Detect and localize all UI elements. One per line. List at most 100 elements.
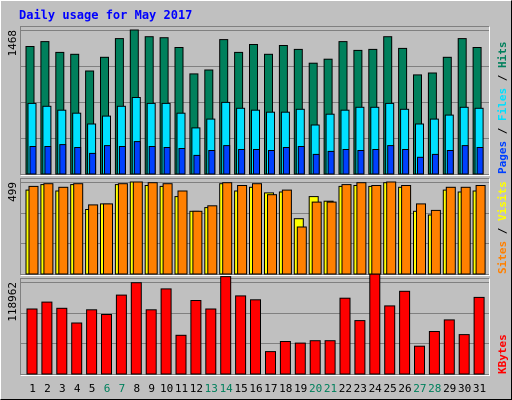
bar-pages-day-14 bbox=[223, 145, 231, 175]
bar-kbytes-day-22 bbox=[339, 297, 351, 375]
bar-sites-day-4 bbox=[73, 183, 84, 275]
legend-kbytes: KBytes bbox=[496, 334, 509, 374]
bar-sites-day-8 bbox=[132, 181, 143, 275]
x-tick-label-day-20: 20 bbox=[309, 382, 322, 395]
bar-kbytes-day-16 bbox=[250, 299, 261, 375]
x-tick-label-day-16: 16 bbox=[249, 382, 262, 395]
x-tick-label-day-5: 5 bbox=[89, 382, 96, 395]
bar-sites-day-20 bbox=[311, 201, 322, 275]
bar-kbytes-day-29 bbox=[443, 319, 455, 375]
bar-sites-day-5 bbox=[88, 204, 99, 275]
bar-pages-day-24 bbox=[372, 149, 380, 175]
bar-pages-day-13 bbox=[208, 150, 216, 175]
x-tick-label-day-25: 25 bbox=[383, 382, 396, 395]
bar-pages-day-15 bbox=[238, 149, 246, 175]
bar-pages-day-26 bbox=[402, 149, 410, 175]
bar-sites-day-3 bbox=[58, 186, 69, 275]
bar-sites-day-9 bbox=[147, 182, 158, 275]
bar-pages-day-30 bbox=[461, 145, 469, 175]
bar-pages-day-7 bbox=[118, 146, 126, 175]
bar-kbytes-day-21 bbox=[324, 340, 336, 375]
legend-entry-files: Files bbox=[496, 88, 509, 121]
x-tick-label-day-26: 26 bbox=[398, 382, 411, 395]
bar-kbytes-day-3 bbox=[56, 307, 68, 375]
x-tick-label-day-17: 17 bbox=[264, 382, 277, 395]
legend-entry-kbytes: KBytes bbox=[496, 334, 509, 374]
bar-sites-day-15 bbox=[237, 185, 248, 275]
y-max-label: 499 bbox=[6, 182, 19, 202]
x-tick-label-day-21: 21 bbox=[324, 382, 337, 395]
bar-sites-day-10 bbox=[162, 183, 173, 275]
bar-kbytes-day-2 bbox=[41, 301, 53, 375]
x-tick-label-day-30: 30 bbox=[458, 382, 471, 395]
bar-sites-day-29 bbox=[445, 186, 456, 275]
bar-kbytes-day-30 bbox=[458, 334, 470, 375]
bar-pages-day-28 bbox=[431, 153, 439, 175]
chart-title: Daily usage for May 2017 bbox=[19, 8, 192, 22]
bar-kbytes-day-18 bbox=[279, 341, 291, 375]
x-tick-label-day-9: 9 bbox=[148, 382, 155, 395]
bar-pages-day-11 bbox=[178, 148, 186, 175]
bar-kbytes-day-28 bbox=[428, 331, 440, 375]
bar-pages-day-17 bbox=[268, 150, 275, 175]
bar-pages-day-23 bbox=[357, 150, 365, 175]
x-tick-label-day-31: 31 bbox=[473, 382, 486, 395]
legend-entry-sites: Sites bbox=[496, 241, 509, 274]
x-tick-label-day-22: 22 bbox=[339, 382, 352, 395]
bar-pages-day-18 bbox=[282, 147, 290, 175]
bar-pages-day-20 bbox=[312, 153, 320, 175]
bar-sites-day-13 bbox=[207, 205, 218, 275]
x-tick-label-day-8: 8 bbox=[133, 382, 140, 395]
bar-sites-day-31 bbox=[475, 185, 486, 275]
bar-pages-day-1 bbox=[29, 146, 37, 175]
bar-sites-day-27 bbox=[416, 203, 426, 275]
legend-separator: / bbox=[496, 221, 509, 241]
bar-sites-day-22 bbox=[341, 184, 352, 275]
bar-kbytes-day-15 bbox=[235, 295, 247, 375]
legend-entry-visits: Visits bbox=[496, 181, 509, 221]
x-tick-label-day-4: 4 bbox=[74, 382, 81, 395]
x-tick-label-day-2: 2 bbox=[44, 382, 51, 395]
bar-kbytes-day-23 bbox=[354, 320, 366, 375]
bar-kbytes-day-8 bbox=[130, 282, 142, 375]
x-tick-label-day-12: 12 bbox=[190, 382, 203, 395]
bar-sites-day-7 bbox=[117, 183, 128, 275]
bar-kbytes-day-17 bbox=[265, 351, 276, 375]
bar-pages-day-10 bbox=[163, 147, 171, 175]
bar-kbytes-day-24 bbox=[369, 273, 381, 375]
bar-sites-day-11 bbox=[177, 190, 188, 275]
bar-kbytes-day-10 bbox=[160, 288, 172, 375]
x-tick-label-day-24: 24 bbox=[369, 382, 383, 395]
x-tick-label-day-14: 14 bbox=[220, 382, 234, 395]
panel-frame-dark bbox=[20, 278, 490, 376]
bar-sites-day-19 bbox=[296, 226, 307, 275]
bar-pages-day-5 bbox=[89, 152, 97, 175]
bar-sites-day-6 bbox=[103, 203, 113, 275]
bar-pages-day-25 bbox=[387, 145, 395, 175]
bar-kbytes-day-5 bbox=[86, 309, 98, 375]
bar-kbytes-day-13 bbox=[205, 308, 217, 375]
x-tick-label-day-10: 10 bbox=[160, 382, 173, 395]
x-tick-label-day-28: 28 bbox=[428, 382, 441, 395]
x-tick-label-day-7: 7 bbox=[119, 382, 126, 395]
bar-kbytes-day-25 bbox=[384, 305, 396, 375]
bar-pages-day-8 bbox=[133, 141, 141, 175]
x-tick-label-day-6: 6 bbox=[104, 382, 111, 395]
y-max-label: 118962 bbox=[6, 282, 19, 322]
x-tick-label-day-1: 1 bbox=[29, 382, 36, 395]
bar-kbytes-day-1 bbox=[26, 308, 38, 375]
bar-pages-day-31 bbox=[476, 147, 484, 175]
bar-kbytes-day-31 bbox=[473, 296, 485, 375]
x-tick-label-day-18: 18 bbox=[279, 382, 292, 395]
bar-kbytes-day-26 bbox=[399, 290, 411, 375]
bar-kbytes-day-9 bbox=[145, 309, 157, 375]
bar-pages-day-9 bbox=[148, 146, 156, 175]
bar-kbytes-day-7 bbox=[115, 294, 127, 375]
panel-frame-dark bbox=[20, 178, 490, 276]
bar-kbytes-day-19 bbox=[294, 342, 306, 375]
panel-frame-dark bbox=[20, 26, 490, 176]
x-tick-label-day-15: 15 bbox=[234, 382, 247, 395]
x-tick-label-day-27: 27 bbox=[413, 382, 426, 395]
x-tick-label-day-13: 13 bbox=[205, 382, 218, 395]
